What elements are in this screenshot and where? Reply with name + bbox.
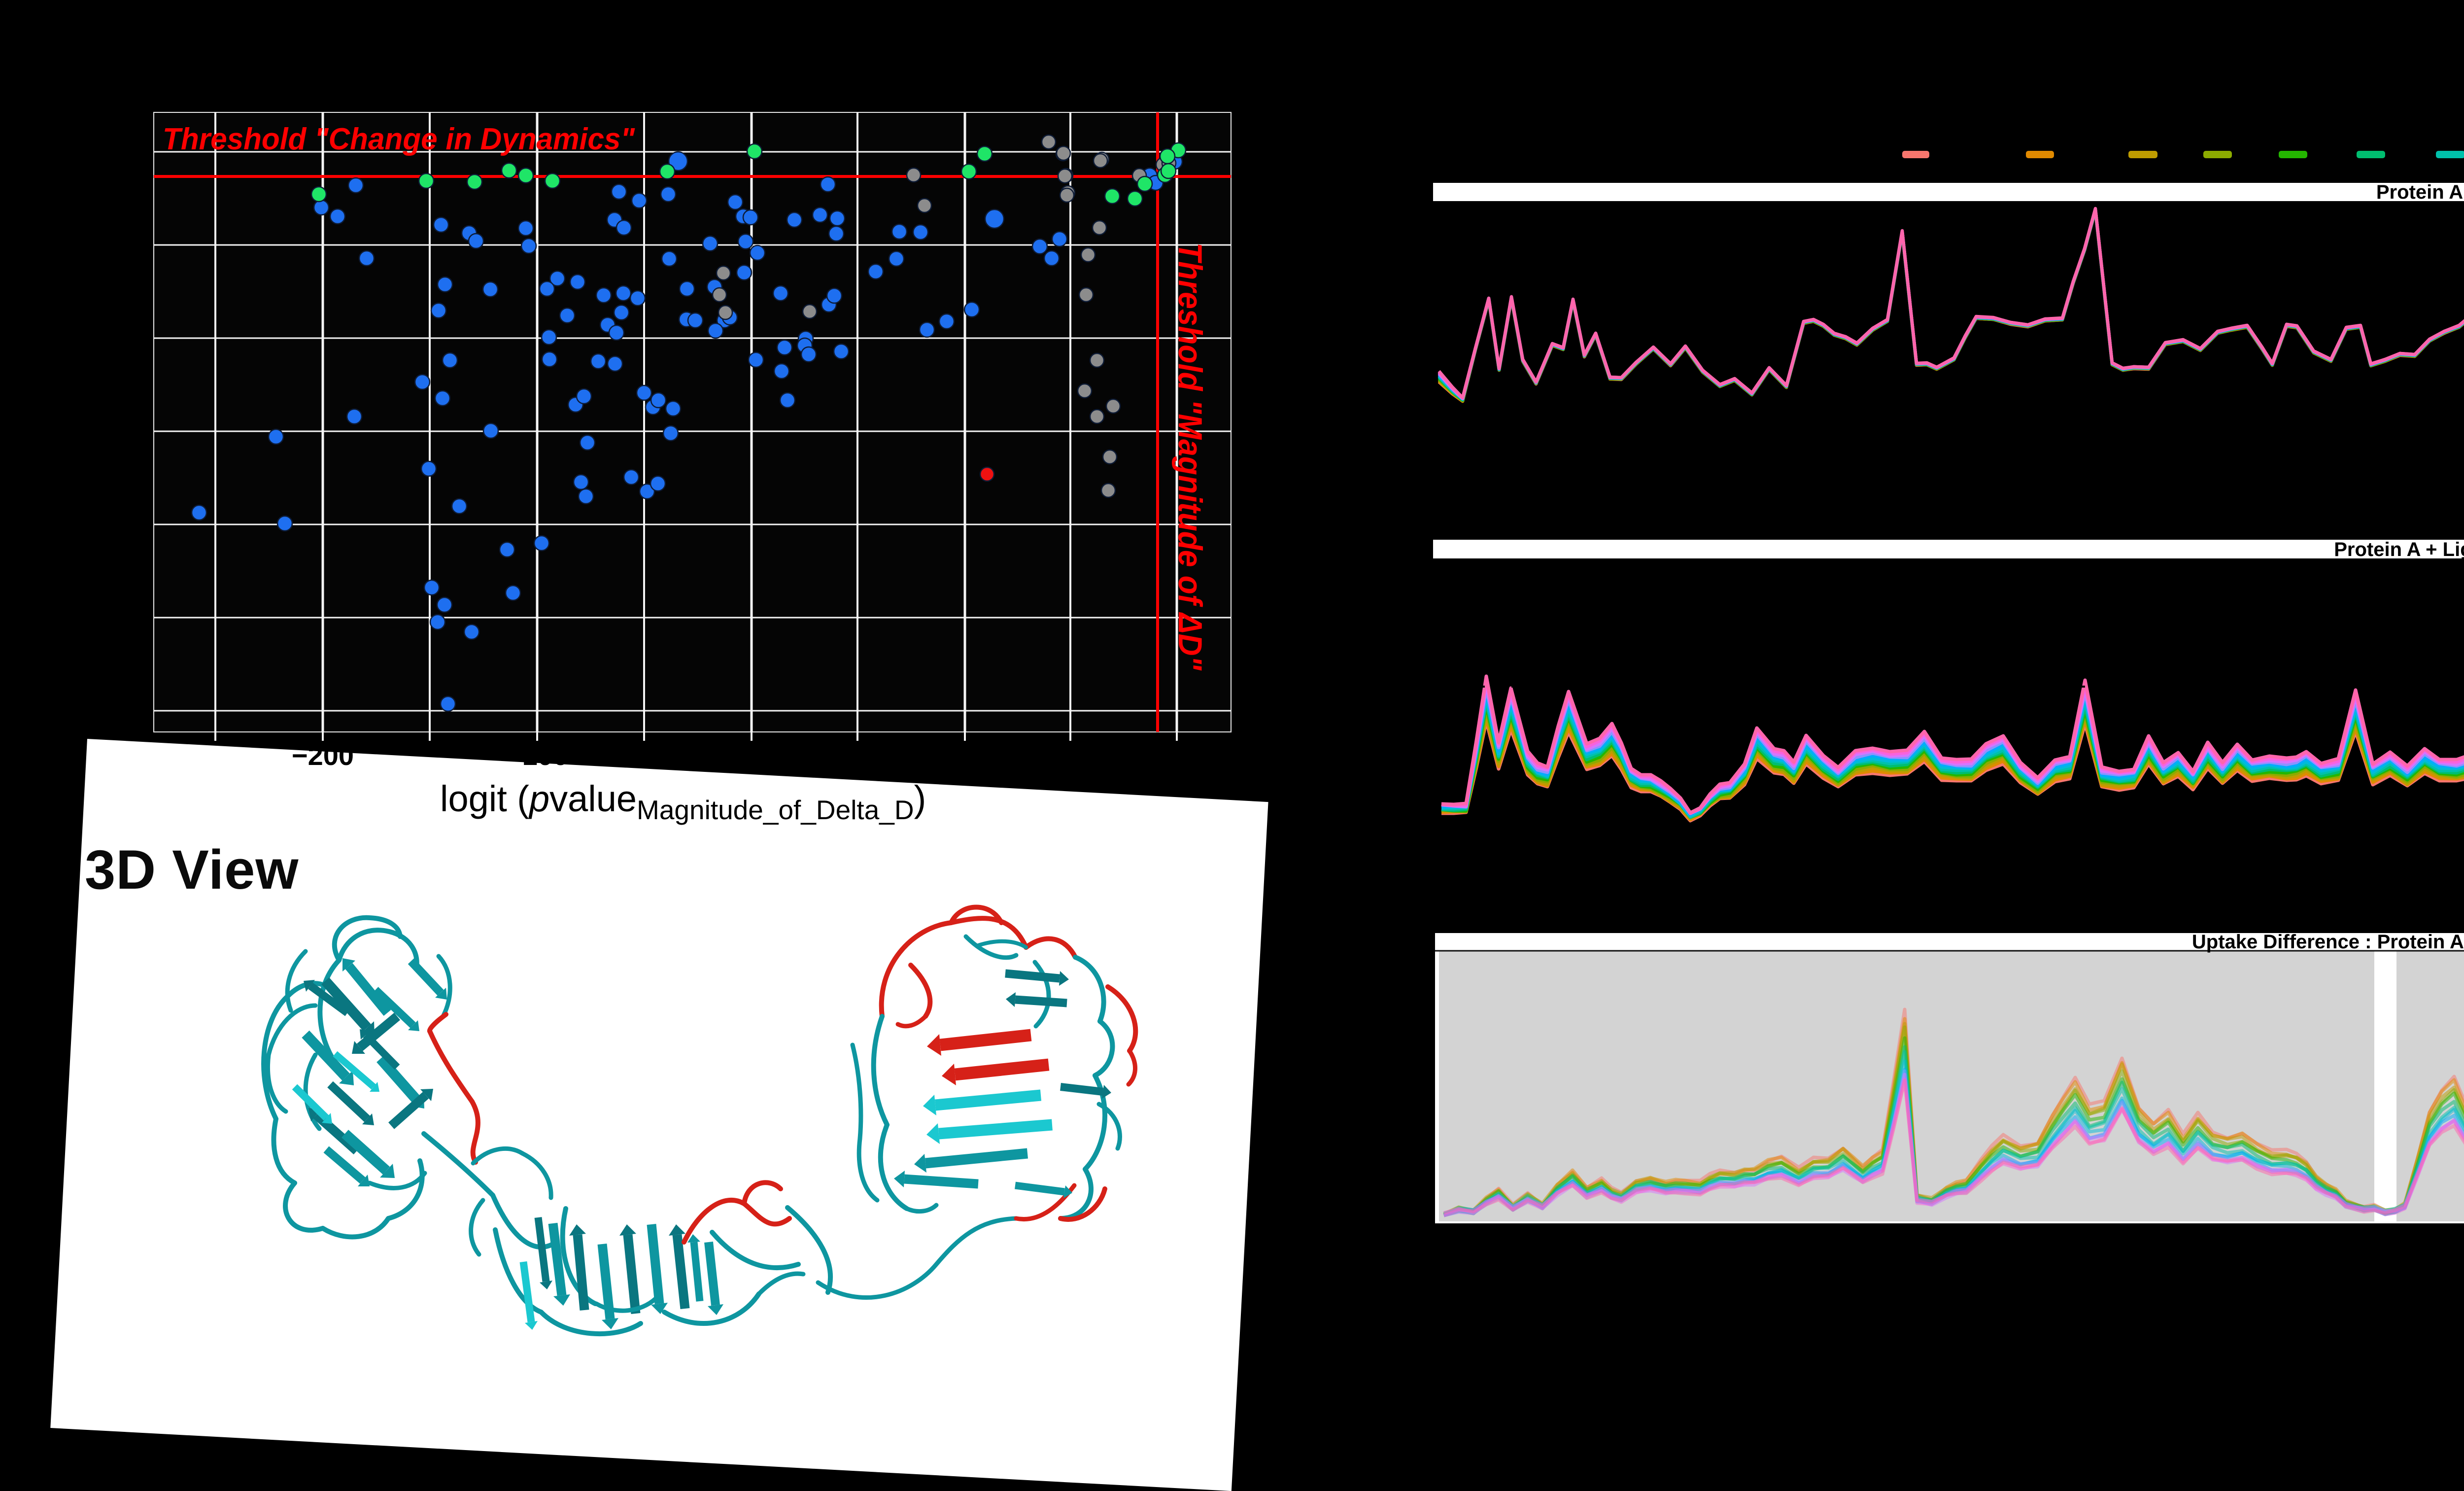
svg-text:Uptake Difference : Protein A: Uptake Difference : Protein A - (Protein… <box>2192 931 2464 953</box>
svg-text:Protein A + Ligand: Protein A + Ligand <box>2334 539 2464 560</box>
svg-text:Protein A: Protein A <box>2376 181 2463 203</box>
svg-text:Threshold "Change in Dynamics": Threshold "Change in Dynamics" <box>163 122 636 156</box>
svg-text:Threshold "Magnitude of ΔD": Threshold "Magnitude of ΔD" <box>1171 243 1209 671</box>
